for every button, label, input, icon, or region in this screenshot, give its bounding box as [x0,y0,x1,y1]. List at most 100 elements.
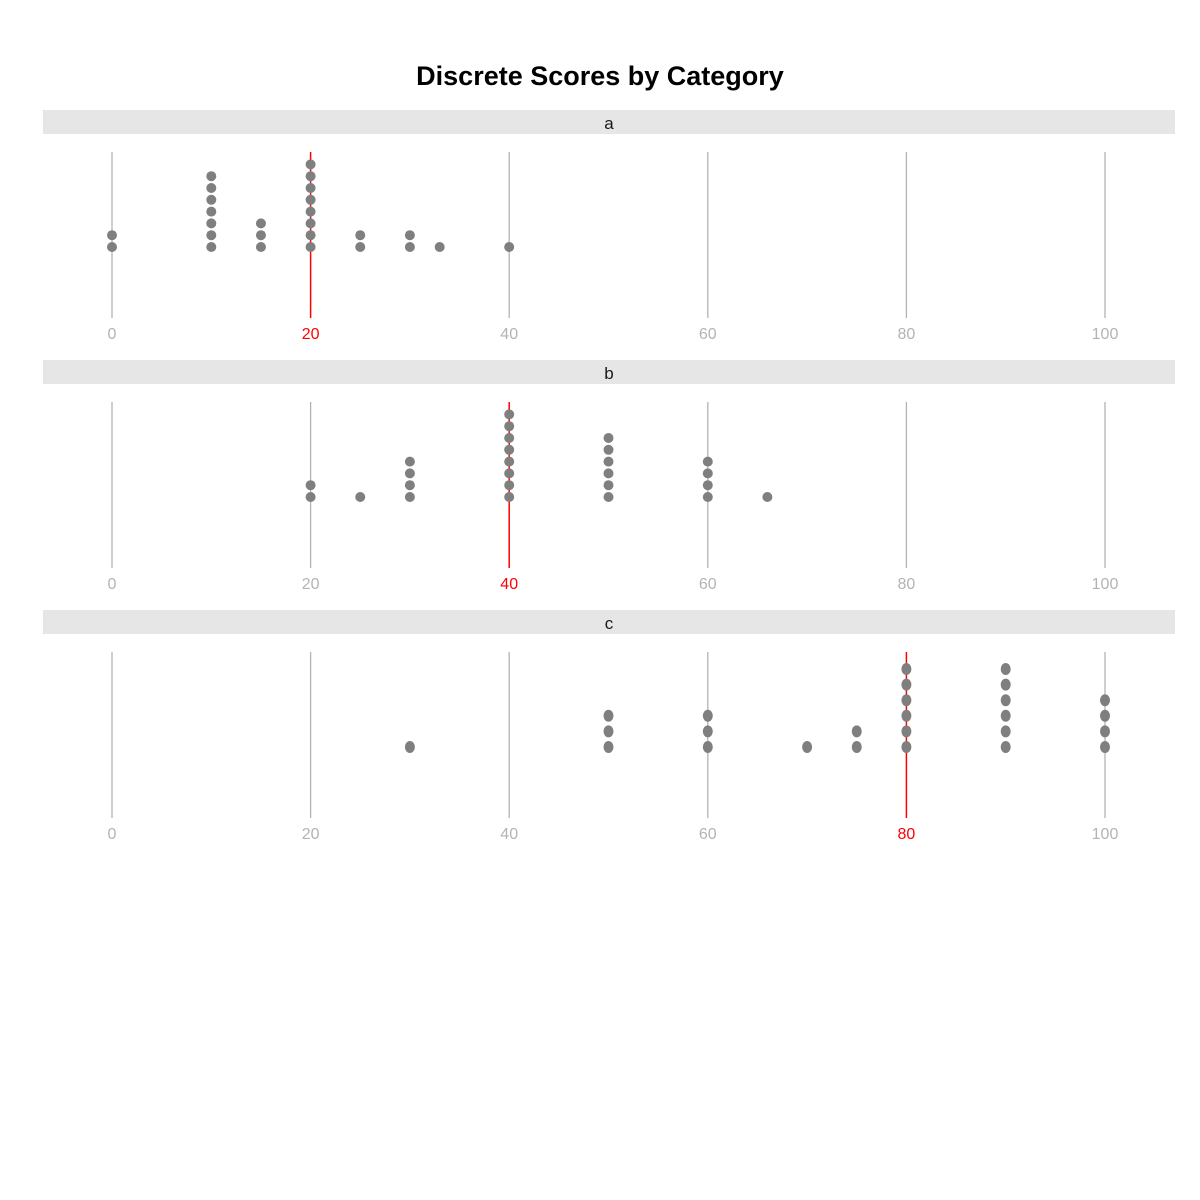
data-dot [305,206,316,217]
data-dot [901,709,912,722]
x-tick-label: 100 [1092,576,1119,593]
data-dot [702,492,713,502]
data-dot [1000,663,1011,675]
data-dot [702,480,713,491]
data-dot [504,242,515,252]
data-dot [404,468,415,479]
data-dot [1000,741,1011,753]
x-tick-label: 40 [500,826,518,843]
chart-title: Discrete Scores by Category [416,61,784,91]
x-tick-label: 20 [302,826,320,843]
data-dot [305,480,316,491]
data-dot [603,444,614,455]
data-dot [107,230,117,241]
data-dot [504,492,515,502]
data-dot [901,678,912,691]
data-dot [603,480,614,491]
x-tick-label: 40 [500,576,518,593]
data-dot [802,741,813,753]
data-dot [305,242,316,252]
data-dot [355,230,366,241]
data-dot [355,492,366,502]
data-dot [504,480,515,491]
data-dot [434,242,445,252]
data-dot [305,492,316,502]
data-dot [504,421,515,432]
data-dot [404,230,415,241]
data-dot [305,230,316,241]
data-dot [305,159,316,170]
facet-strip [43,110,1175,134]
data-dot [702,725,713,738]
data-dot [255,242,266,252]
data-dot [404,456,415,467]
data-dot [255,230,266,241]
data-dot [206,194,217,205]
data-dot [603,709,614,722]
x-tick-label: 0 [108,326,117,343]
data-dot [504,456,515,467]
data-dot [504,444,515,455]
data-dot [702,468,713,479]
data-dot [206,218,217,229]
facet-label: a [604,114,614,133]
data-dot [901,741,912,753]
data-dot [206,171,217,182]
data-dot [305,183,316,193]
x-tick-label: 60 [699,576,717,593]
x-tick-label: 40 [500,326,518,343]
data-dot [1000,678,1011,691]
data-dot [851,741,862,753]
data-dot [1100,694,1110,707]
data-dot [603,456,614,467]
x-tick-label: 80 [898,326,916,343]
data-dot [206,206,217,217]
data-dot [206,230,217,241]
data-dot [901,663,912,675]
data-dot [206,183,217,193]
data-dot [1000,725,1011,738]
data-dot [504,409,515,420]
data-dot [355,242,366,252]
data-dot [1100,741,1110,753]
data-dot [1000,709,1011,722]
data-dot [603,492,614,502]
data-dot [206,242,217,252]
x-tick-label: 80 [898,576,916,593]
x-tick-label: 100 [1092,826,1119,843]
data-dot [305,171,316,182]
data-dot [404,741,415,753]
data-dot [404,480,415,491]
data-dot [603,433,614,443]
data-dot [702,709,713,722]
data-dot [107,242,117,252]
x-tick-label: 60 [699,326,717,343]
data-dot [1100,709,1110,722]
facet-label: c [605,614,614,633]
data-dot [762,492,773,502]
data-dot [1100,725,1110,738]
data-dot [702,741,713,753]
facet-label: b [604,364,613,383]
x-tick-label: 0 [108,576,117,593]
data-dot [305,194,316,205]
x-tick-label: 0 [108,826,117,843]
x-tick-label: 20 [302,326,320,343]
data-dot [504,433,515,443]
x-tick-label: 20 [302,576,320,593]
x-tick-label: 80 [898,826,916,843]
facet-strip [43,610,1175,634]
data-dot [404,242,415,252]
data-dot [255,218,266,229]
data-dot [702,456,713,467]
data-dot [603,741,614,753]
data-dot [603,468,614,479]
data-dot [901,694,912,707]
data-dot [603,725,614,738]
data-dot [901,725,912,738]
data-dot [404,492,415,502]
data-dot [1000,694,1011,707]
x-tick-label: 60 [699,826,717,843]
